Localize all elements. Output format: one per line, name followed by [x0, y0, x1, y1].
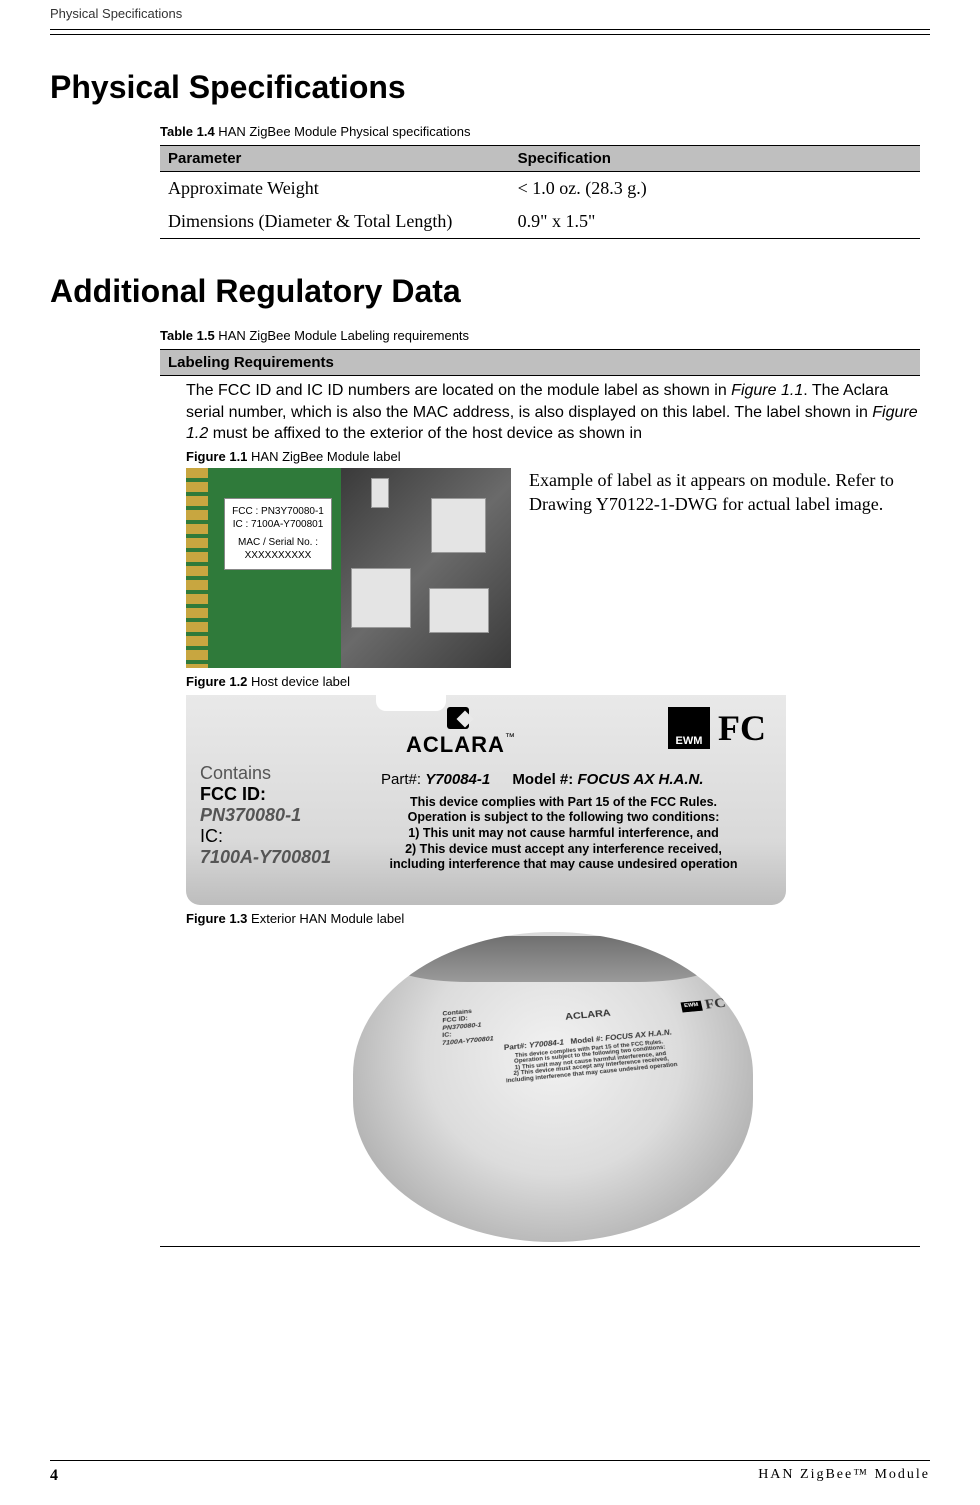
fcc-logo-icon: FC: [718, 707, 766, 749]
table-1-5-caption: Table 1.5 HAN ZigBee Module Labeling req…: [160, 328, 920, 343]
figure-1-1-number: Figure 1.1: [186, 449, 247, 464]
table-1-4-caption: Table 1.4 HAN ZigBee Module Physical spe…: [160, 124, 920, 139]
module-label: FCC : PN3Y70080-1 IC : 7100A-Y700801 MAC…: [224, 498, 332, 570]
model-value: FOCUS AX H.A.N.: [577, 771, 703, 788]
regulatory-heading: Additional Regulatory Data: [50, 273, 930, 310]
labeling-requirements-body: The FCC ID and IC ID numbers are located…: [160, 376, 920, 445]
page-footer: 4 HAN ZigBee™ Module: [50, 1460, 930, 1485]
meter-lip: [383, 936, 723, 982]
footer-doc-title: HAN ZigBee™ Module: [758, 1467, 930, 1485]
module-label-ic: IC : 7100A-Y700801: [229, 519, 327, 531]
fcc-id-label: FCC ID:: [200, 784, 331, 805]
table-1-4-head-parameter: Parameter: [160, 146, 510, 172]
table-1-4: Parameter Specification Approximate Weig…: [160, 145, 920, 239]
table-1-5-number: Table 1.5: [160, 328, 215, 343]
chip-icon: [371, 478, 389, 508]
figure-1-3-image: ContainsFCC ID:PN370080-1IC:7100A-Y70080…: [303, 932, 803, 1242]
table-1-5-title: HAN ZigBee Module Labeling requirements: [215, 328, 469, 343]
table-1-5-head: Labeling Requirements: [160, 350, 920, 376]
compliance-text: This device complies with Part 15 of the…: [361, 795, 766, 873]
figure-1-1-title: HAN ZigBee Module label: [247, 449, 400, 464]
table-1-4-number: Table 1.4: [160, 124, 215, 139]
chip-area: [341, 468, 511, 668]
pcb-edge: [186, 468, 208, 668]
running-header: Physical Specifications: [50, 0, 930, 29]
figure-1-2-title: Host device label: [247, 674, 350, 689]
module-label-serial: XXXXXXXXXX: [229, 550, 327, 562]
cell-param: Approximate Weight: [160, 172, 510, 206]
figure-1-2-image: ACLARA™ EWM FC Contains FCC ID: PN370080…: [186, 695, 786, 905]
ewm-icon: EWM: [668, 707, 710, 749]
host-label-ids: Contains FCC ID: PN370080-1 IC: 7100A-Y7…: [200, 763, 331, 868]
figure-1-1-side-text: Example of label as it appears on module…: [529, 468, 920, 517]
cell-spec: < 1.0 oz. (28.3 g.): [510, 172, 920, 206]
table-1-4-title: HAN ZigBee Module Physical specification…: [215, 124, 471, 139]
figure-1-2-caption: Figure 1.2 Host device label: [186, 674, 920, 689]
host-label-part-model: Part#: Y70084-1 Model #: FOCUS AX H.A.N.: [381, 771, 704, 788]
module-label-mac: MAC / Serial No. :: [229, 537, 327, 549]
aclara-wordmark: ACLARA: [406, 732, 505, 757]
chip-icon: [429, 588, 489, 633]
contains-text: Contains: [200, 763, 331, 784]
page-number: 4: [50, 1467, 58, 1485]
figure-1-1-ref: Figure 1.1: [731, 382, 803, 399]
body-text: must be affixed to the exterior of the h…: [208, 425, 642, 442]
table-row: Approximate Weight < 1.0 oz. (28.3 g.): [160, 172, 920, 206]
header-rule-2: [50, 34, 930, 35]
trademark: ™: [505, 732, 515, 743]
table-row: Dimensions (Diameter & Total Length) 0.9…: [160, 205, 920, 239]
cell-spec: 0.9" x 1.5": [510, 205, 920, 239]
footer-rule: [50, 1460, 930, 1461]
ic-value: 7100A-Y700801: [200, 847, 331, 868]
module-label-fcc: FCC : PN3Y70080-1: [229, 506, 327, 518]
cell-param: Dimensions (Diameter & Total Length): [160, 205, 510, 239]
physical-specs-heading: Physical Specifications: [50, 69, 930, 106]
body-text: The FCC ID and IC ID numbers are located…: [186, 382, 731, 399]
figure-1-1-image: FCC : PN3Y70080-1 IC : 7100A-Y700801 MAC…: [186, 468, 511, 668]
part-value: Y70084-1: [425, 771, 490, 788]
figure-1-3-title: Exterior HAN Module label: [247, 911, 404, 926]
figure-1-3-number: Figure 1.3: [186, 911, 247, 926]
aclara-logo-block: ACLARA™: [406, 707, 515, 758]
meter-label-imprint: ContainsFCC ID:PN370080-1IC:7100A-Y70080…: [442, 986, 741, 1091]
aclara-mark-icon: [447, 707, 469, 729]
model-label: Model #:: [512, 771, 577, 788]
ic-label: IC:: [200, 826, 331, 847]
table-1-5-bottom-rule: [160, 1246, 920, 1247]
fcc-id-value: PN370080-1: [200, 805, 331, 826]
part-label: Part#:: [381, 771, 425, 788]
header-rule-1: [50, 29, 930, 30]
meter-body: ContainsFCC ID:PN370080-1IC:7100A-Y70080…: [353, 932, 753, 1242]
figure-1-3-caption: Figure 1.3 Exterior HAN Module label: [186, 911, 920, 926]
figure-1-1-caption: Figure 1.1 HAN ZigBee Module label: [186, 449, 920, 464]
chip-icon: [351, 568, 411, 628]
table-1-4-head-specification: Specification: [510, 146, 920, 172]
table-1-5: Labeling Requirements: [160, 349, 920, 376]
chip-icon: [431, 498, 486, 553]
figure-1-2-number: Figure 1.2: [186, 674, 247, 689]
